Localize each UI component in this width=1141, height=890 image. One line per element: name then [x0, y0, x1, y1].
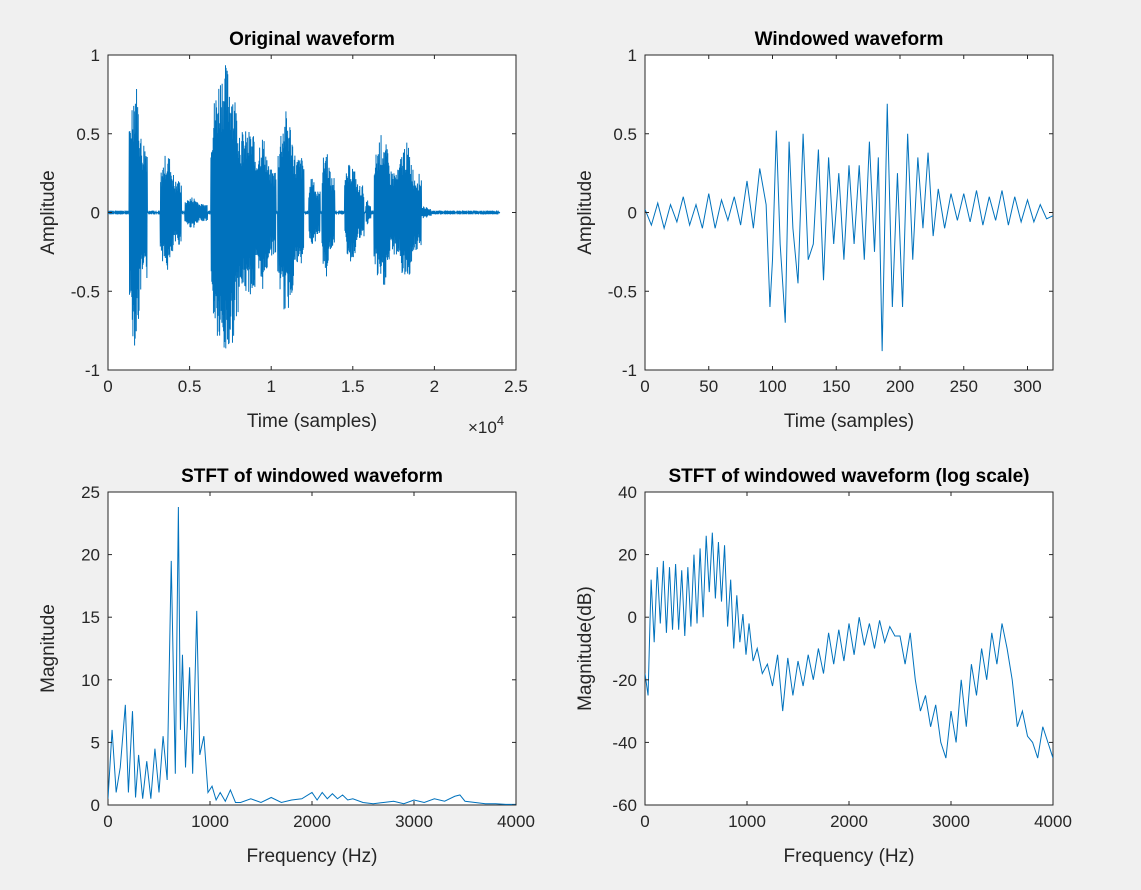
x-tick-label: 2	[430, 377, 439, 396]
x-tick-label: 200	[886, 377, 914, 396]
x-tick-label: 1000	[191, 812, 229, 831]
x-tick-label: 0	[103, 812, 112, 831]
x-tick-label: 0.5	[178, 377, 202, 396]
plot-title: STFT of windowed waveform	[181, 466, 443, 487]
y-tick-label: 40	[618, 483, 637, 502]
y-tick-label: -1	[622, 361, 637, 380]
x-tick-label: 3000	[932, 812, 970, 831]
x-tick-label: 2.5	[504, 377, 528, 396]
y-tick-label: 20	[81, 546, 100, 565]
series-line	[108, 507, 516, 805]
y-tick-label: 1	[91, 46, 100, 65]
y-tick-label: 5	[91, 733, 100, 752]
x-tick-label: 4000	[1034, 812, 1072, 831]
x-tick-label: 250	[950, 377, 978, 396]
x-tick-label: 1000	[728, 812, 766, 831]
y-tick-label: -60	[612, 796, 637, 815]
y-tick-label: -40	[612, 733, 637, 752]
y-tick-label: 1	[628, 46, 637, 65]
x-exponent-power: 4	[497, 413, 504, 428]
x-tick-label: 0	[640, 377, 649, 396]
x-exponent-label: ×104	[468, 413, 504, 437]
x-tick-label: 300	[1013, 377, 1041, 396]
subplot-original-waveform: 0 0.5 1 1.5 2 2.5 -1 -0.5 0 0.5 1 Original waveform…	[38, 29, 528, 437]
y-axis-label: Magnitude	[38, 604, 59, 693]
x-tick-label: 3000	[395, 812, 433, 831]
plot-title: Original waveform	[229, 29, 395, 50]
x-tick-label: 1.5	[341, 377, 365, 396]
x-tick-label: 100	[758, 377, 786, 396]
y-tick-label: 0	[91, 796, 100, 815]
y-tick-label: 0.5	[613, 125, 637, 144]
y-tick-label: -0.5	[71, 282, 100, 301]
x-tick-label: 1	[266, 377, 275, 396]
x-axis-label: Frequency (Hz)	[784, 846, 915, 867]
x-tick-label: 50	[699, 377, 718, 396]
y-tick-label: 20	[618, 546, 637, 565]
y-tick-label: 0	[628, 204, 637, 223]
series-line	[108, 65, 501, 349]
x-axis-label: Frequency (Hz)	[247, 846, 378, 867]
x-axis-label: Time (samples)	[784, 411, 914, 432]
y-tick-label: -0.5	[608, 282, 637, 301]
y-tick-label: 0	[91, 204, 100, 223]
x-axis-label: Time (samples)	[247, 411, 377, 432]
y-axis-label: Amplitude	[575, 170, 596, 255]
y-tick-label: 25	[81, 483, 100, 502]
x-tick-label: 4000	[497, 812, 535, 831]
y-tick-label: 15	[81, 608, 100, 627]
x-tick-label: 0	[640, 812, 649, 831]
axes-frame	[644, 54, 1054, 371]
x-tick-label: 0	[103, 377, 112, 396]
y-tick-label: 10	[81, 671, 100, 690]
y-tick-label: 0	[628, 608, 637, 627]
plot-title: Windowed waveform	[755, 29, 944, 50]
subplot-windowed-waveform: 0 50 100 150 200 250 300 -1 -0.5 0 0.5 1 Windowed wa…	[575, 29, 1054, 432]
x-tick-label: 2000	[293, 812, 331, 831]
y-tick-label: -1	[85, 361, 100, 380]
y-axis-label: Magnitude(dB)	[575, 586, 596, 711]
x-exponent-base: ×10	[468, 418, 497, 437]
y-axis-label: Amplitude	[38, 170, 59, 255]
series-line	[645, 103, 1053, 352]
plot-title: STFT of windowed waveform (log scale)	[668, 466, 1029, 487]
y-tick-label: -20	[612, 671, 637, 690]
x-tick-label: 150	[822, 377, 850, 396]
y-tick-label: 0.5	[76, 125, 100, 144]
subplot-stft-log-scale: 0 1000 2000 3000 4000 -60 -40 -20 0 20 40 STFT of w…	[575, 466, 1072, 867]
subplot-stft-magnitude: 0 1000 2000 3000 4000 0 5 10 15 20 25 STFT of windo…	[38, 466, 535, 867]
series-line	[645, 532, 1053, 759]
x-tick-label: 2000	[830, 812, 868, 831]
